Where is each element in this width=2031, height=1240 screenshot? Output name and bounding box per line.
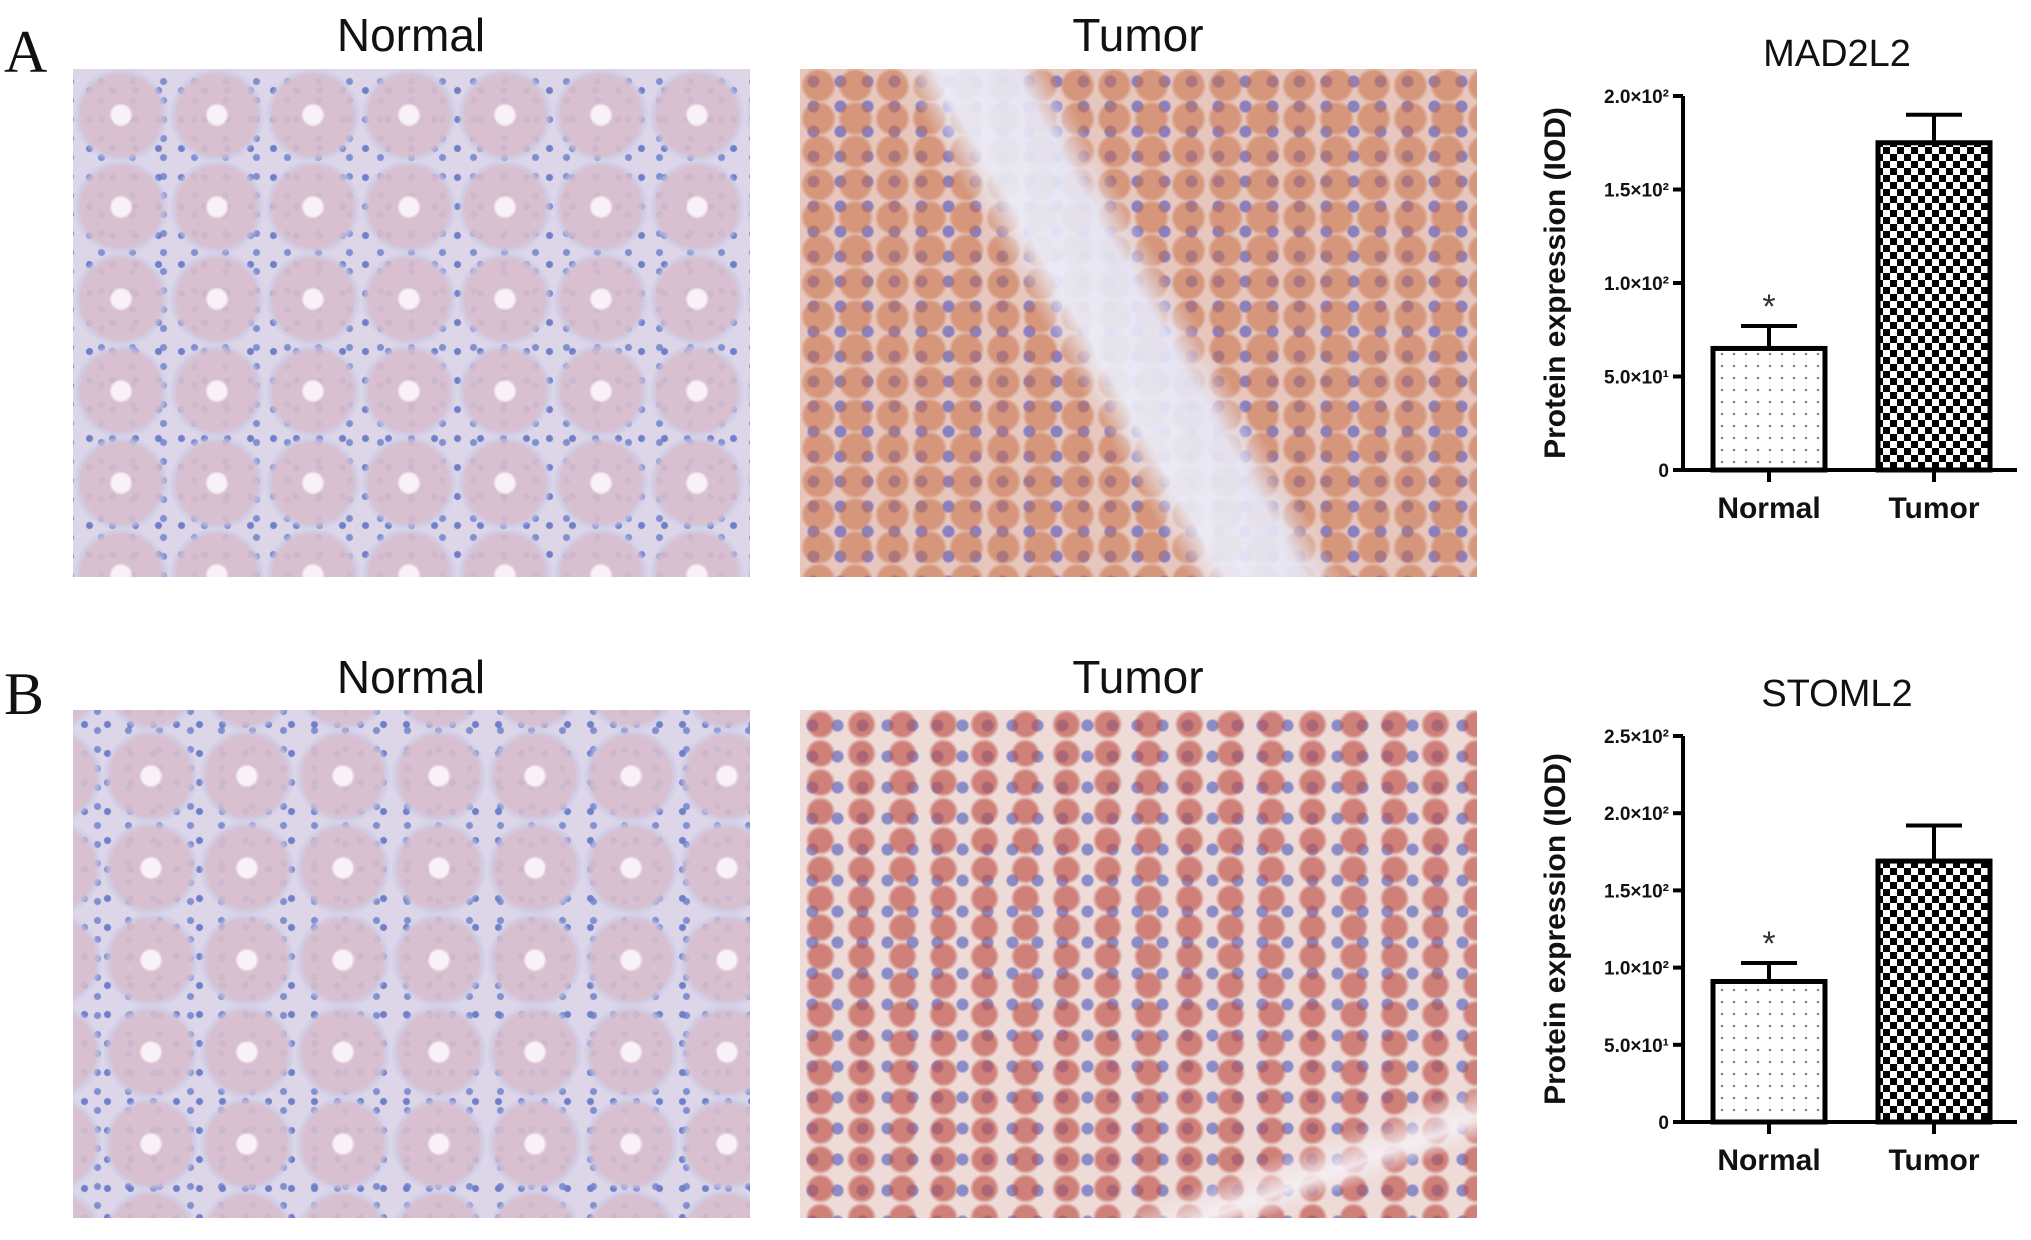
y-axis-label: Protein expression (IOD): [1539, 107, 1572, 459]
x-tick-label: Tumor: [1888, 1144, 1979, 1177]
y-tick-label: 2.0×10²: [1604, 87, 1669, 108]
tumor-image-title: Tumor: [1072, 651, 1204, 703]
normal-tissue-micrograph: [73, 69, 750, 577]
panel-letter: A: [4, 19, 48, 85]
y-tick-label: 1.0×10²: [1604, 274, 1669, 295]
y-tick-label: 0: [1658, 461, 1669, 482]
x-tick-label: Normal: [1717, 1144, 1820, 1177]
x-tick-label: Tumor: [1888, 492, 1979, 525]
normal-tissue-micrograph: [73, 710, 750, 1218]
y-tick-label: 1.5×10²: [1604, 181, 1669, 202]
significance-asterisk: *: [1762, 288, 1775, 326]
y-tick-label: 0: [1658, 1113, 1669, 1134]
y-tick-label: 5.0×10¹: [1604, 1036, 1669, 1057]
bar-normal: [1710, 978, 1828, 1125]
x-tick-label: Normal: [1717, 492, 1820, 525]
bar-tumor: [1875, 858, 1993, 1125]
tumor-tissue-micrograph: [800, 69, 1477, 577]
significance-asterisk: *: [1762, 925, 1775, 963]
y-tick-label: 5.0×10¹: [1604, 368, 1669, 389]
bar-tumor: [1875, 140, 1993, 473]
y-tick-label: 1.5×10²: [1604, 881, 1669, 902]
panel-letter: B: [4, 661, 45, 727]
normal-image-title: Normal: [336, 9, 486, 61]
normal-image-title: Normal: [336, 651, 486, 703]
chart-title: MAD2L2: [1763, 33, 1911, 75]
bar-normal: [1710, 345, 1828, 473]
y-tick-label: 2.5×10²: [1604, 727, 1669, 748]
y-tick-label: 1.0×10²: [1604, 959, 1669, 980]
y-tick-label: 2.0×10²: [1604, 804, 1669, 825]
chart-title: STOML2: [1761, 673, 1912, 715]
tumor-tissue-micrograph: [800, 710, 1477, 1218]
y-axis-label: Protein expression (IOD): [1539, 753, 1572, 1105]
tumor-image-title: Tumor: [1072, 9, 1204, 61]
